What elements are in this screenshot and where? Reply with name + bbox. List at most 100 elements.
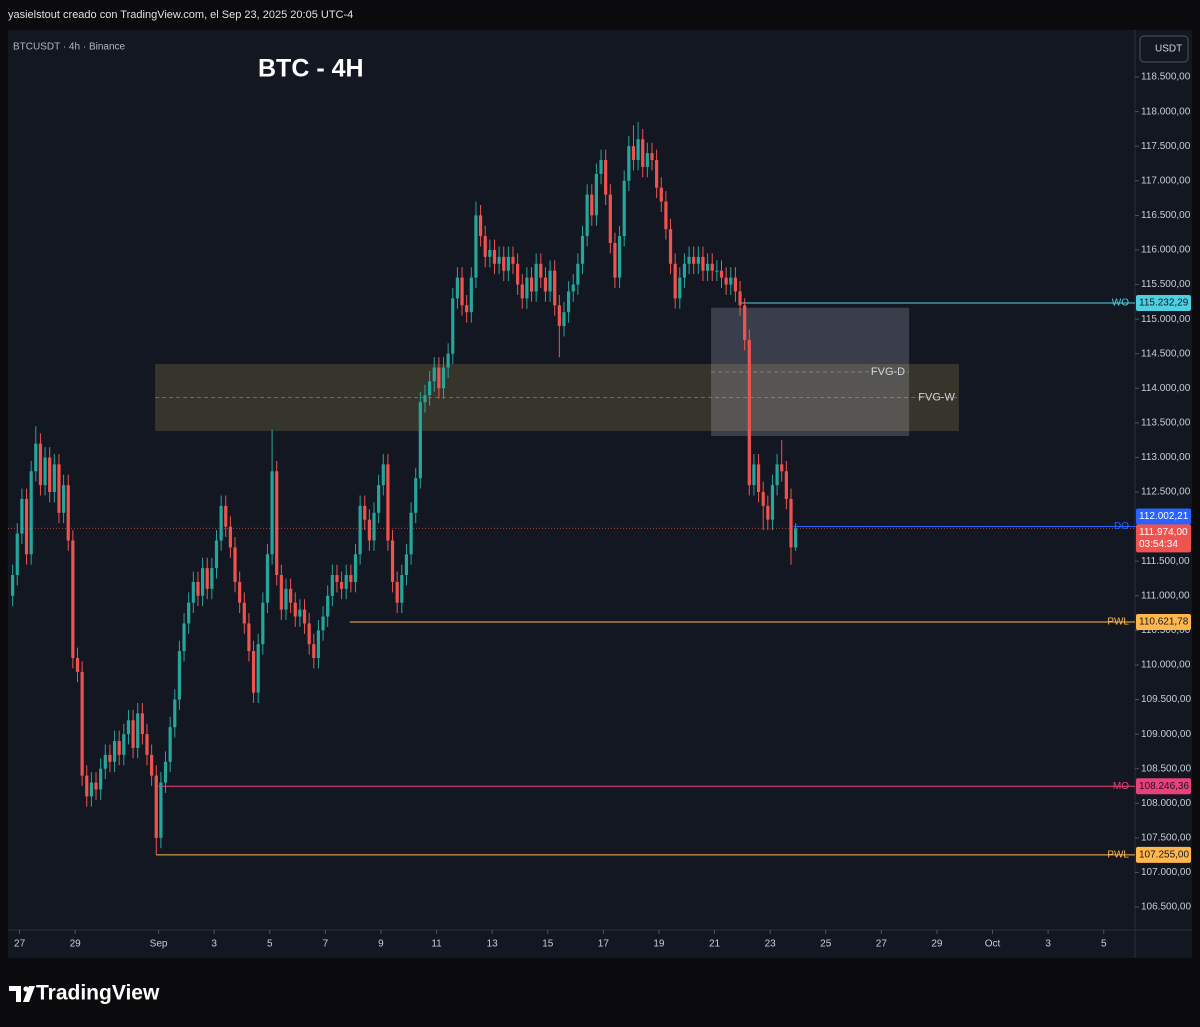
candle-body <box>224 505 228 527</box>
y-tick-label: 110.000,00 <box>1141 660 1191 671</box>
candle-body <box>75 658 80 672</box>
candle-body <box>604 160 608 195</box>
candle-body <box>474 215 478 278</box>
candle-body <box>24 498 29 555</box>
candle-body <box>664 201 668 230</box>
candle-body <box>529 277 534 292</box>
level-badge-label: 112.002,21 <box>1139 511 1189 522</box>
candle-body <box>594 173 599 216</box>
x-tick-label: 5 <box>1101 939 1107 950</box>
candle-body <box>511 256 515 264</box>
candle-body <box>353 554 358 582</box>
y-tick-label: 116.500,00 <box>1141 210 1191 221</box>
candle-body <box>316 630 321 659</box>
candle-body <box>247 623 251 652</box>
candle-body <box>641 139 645 167</box>
candle-body <box>636 139 640 161</box>
currency[interactable]: USDT <box>1155 44 1182 55</box>
last-price-label: 111.974,00 <box>1139 527 1188 538</box>
candle-body <box>136 713 140 748</box>
candle-body <box>126 720 131 735</box>
candle-body <box>576 263 580 285</box>
candle-body <box>465 305 469 313</box>
y-tick-label: 117.500,00 <box>1141 141 1191 152</box>
candle-body <box>761 492 765 506</box>
currency-button[interactable] <box>1139 35 1189 63</box>
candle-body <box>187 602 191 624</box>
candle-body <box>200 568 205 596</box>
candle-body <box>682 263 687 278</box>
y-tick-label: 111.500,00 <box>1141 556 1190 567</box>
level-badge <box>1136 508 1191 525</box>
level-badge-label: 108.246,36 <box>1139 781 1189 792</box>
candle-body <box>659 187 663 202</box>
candle-body <box>525 277 529 299</box>
candle-body <box>539 263 543 278</box>
candle-body <box>99 768 103 790</box>
candle-body <box>377 485 381 513</box>
candle-body <box>432 367 436 382</box>
y-tick-label: 107.500,00 <box>1141 833 1191 844</box>
fvg-zone <box>155 364 959 432</box>
candle-body <box>386 464 390 541</box>
candle-body <box>687 256 691 264</box>
y-tick-label: 113.000,00 <box>1141 452 1191 463</box>
y-tick-label: 118.000,00 <box>1141 106 1191 117</box>
candle-body <box>441 367 446 389</box>
x-tick-label: 29 <box>931 939 943 950</box>
y-tick-label: 114.000,00 <box>1141 383 1191 394</box>
candle-body <box>497 256 501 264</box>
candle-body <box>108 754 112 762</box>
candle-body <box>543 277 548 292</box>
candle-body <box>516 263 520 285</box>
x-tick-label: Sep <box>150 939 168 950</box>
candle-body <box>363 505 367 520</box>
x-tick-label: 23 <box>765 939 777 950</box>
chart-panel <box>8 30 1192 958</box>
candle-body <box>483 236 487 257</box>
y-tick-label: 116.000,00 <box>1141 245 1191 256</box>
candle-body <box>395 581 399 603</box>
y-tick-label: 109.000,00 <box>1141 729 1191 740</box>
candle-body <box>478 215 483 237</box>
candle-body <box>520 284 524 299</box>
y-tick-label: 114.500,00 <box>1141 348 1191 359</box>
candle-body <box>655 160 659 188</box>
candle-body <box>455 277 460 299</box>
x-tick-label: 19 <box>653 939 665 950</box>
candle-body <box>298 609 302 617</box>
candle-body <box>705 263 710 271</box>
candle-body <box>335 575 339 582</box>
candle-body <box>349 575 353 582</box>
candle-body <box>752 464 756 486</box>
x-tick-label: 5 <box>267 939 273 950</box>
candle-body <box>414 478 418 513</box>
candle-body <box>390 540 395 582</box>
candle-body <box>15 533 19 576</box>
candle-body <box>557 305 561 327</box>
candle-body <box>140 713 144 735</box>
candle-body <box>302 609 307 624</box>
candle-body <box>94 782 98 790</box>
candle-body <box>631 146 636 161</box>
x-tick-label: 15 <box>542 939 554 950</box>
candle-body <box>729 277 733 285</box>
x-tick-label: 27 <box>876 939 888 950</box>
y-tick-label: 117.000,00 <box>1141 175 1191 186</box>
candle-body <box>38 443 43 486</box>
candle-body <box>692 256 696 264</box>
axes: 106.500,00 107.000,00 107.500,00 108.000,00… <box>14 72 1191 950</box>
candle-body <box>608 194 612 244</box>
candle-body <box>673 263 677 299</box>
candle-body <box>460 277 464 306</box>
brand: TradingView <box>36 982 160 1005</box>
candle-body <box>117 741 121 755</box>
x-tick-label: 27 <box>14 939 26 950</box>
candle-body <box>437 367 441 389</box>
y-tick-label: 115.000,00 <box>1141 314 1191 325</box>
candle-body <box>668 229 673 264</box>
x-tick-label: 11 <box>431 939 442 950</box>
candle-body <box>307 623 311 645</box>
candle-body <box>585 194 589 237</box>
